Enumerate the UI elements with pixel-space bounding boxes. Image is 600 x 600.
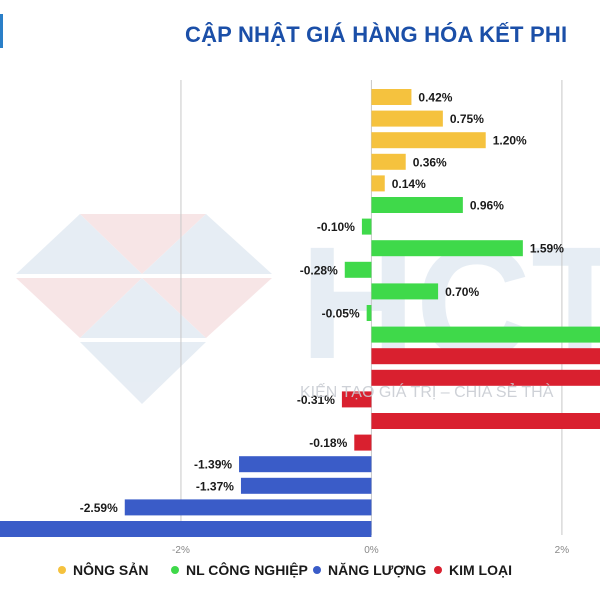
bar — [371, 89, 412, 105]
bar — [239, 456, 372, 473]
corner-accent — [0, 14, 3, 48]
bar — [371, 175, 385, 192]
bar-value-label: -0.18% — [309, 436, 347, 450]
chart-title: CẬP NHẬT GIÁ HÀNG HÓA KẾT PHI — [185, 22, 568, 47]
watermark-diamond-top-mid — [80, 214, 206, 274]
watermark-diamond-top-left — [16, 214, 142, 274]
bar-value-label: -2.59% — [80, 501, 118, 515]
bar — [371, 197, 463, 213]
bar — [371, 369, 600, 386]
bar-value-label: 1.20% — [493, 134, 527, 148]
bar — [361, 218, 372, 235]
bar — [371, 240, 523, 257]
legend-label: KIM LOẠI — [449, 562, 512, 578]
legend-item: NĂNG LƯỢNG — [313, 562, 426, 578]
legend-label: NÔNG SẢN — [73, 562, 149, 578]
bar-value-label: -1.39% — [194, 458, 232, 472]
bar — [341, 391, 372, 408]
bar — [371, 326, 600, 343]
legend-label: NL CÔNG NGHIỆP — [186, 562, 308, 578]
watermark-diamond-bottom — [80, 342, 206, 404]
bar — [354, 434, 372, 451]
x-tick-label: 0% — [364, 545, 379, 556]
legend-swatch — [58, 566, 66, 574]
watermark-slogan: KIẾN TẠO GIÁ TRỊ – CHIA SẺ THÀ — [300, 382, 554, 401]
bars-group — [0, 89, 600, 537]
bar — [371, 283, 439, 300]
legend-label: NĂNG LƯỢNG — [328, 562, 427, 578]
watermark-letters: HCT — [300, 213, 600, 392]
watermark-diamond-mid-center — [80, 278, 206, 338]
bar-value-label: 0.70% — [445, 285, 479, 299]
bar — [371, 348, 600, 365]
x-axis-ticks: -2% 0% 2% — [172, 545, 569, 556]
bar — [371, 132, 486, 149]
bar-value-label: 0.36% — [413, 155, 447, 169]
bar — [124, 499, 372, 516]
bar-value-label: -0.05% — [322, 307, 360, 321]
x-tick-label: -2% — [172, 545, 190, 556]
legend-swatch — [171, 566, 179, 574]
bar — [371, 153, 406, 170]
bar-value-label: 0.96% — [470, 199, 504, 213]
legend-item: KIM LOẠI — [434, 562, 512, 578]
bar — [371, 110, 443, 127]
bar-labels-group: 0.42% 0.75% 1.20% 0.36% 0.14% 0.96% -0.10% 1.59… — [80, 91, 564, 515]
legend-item: NL CÔNG NGHIỆP — [171, 562, 308, 578]
watermark-diamond-top-right — [142, 214, 272, 274]
legend-swatch — [313, 566, 321, 574]
bar — [0, 521, 372, 537]
bar-value-label: -0.28% — [300, 263, 338, 277]
bar — [371, 413, 600, 429]
bar-value-label: 1.59% — [530, 242, 564, 256]
bar-value-label: -1.37% — [196, 479, 234, 493]
bar-value-label: -0.31% — [297, 393, 335, 407]
bar — [240, 477, 372, 494]
x-tick-label: 2% — [555, 545, 570, 556]
bar — [344, 261, 372, 278]
legend-item: NÔNG SẢN — [58, 562, 148, 578]
bar-value-label: -0.10% — [317, 220, 355, 234]
bar-value-label: 0.75% — [450, 112, 484, 126]
bar — [366, 305, 372, 321]
bar-value-label: 0.14% — [392, 177, 426, 191]
legend: NÔNG SẢN NL CÔNG NGHIỆP NĂNG LƯỢNG KIM LOẠI — [0, 562, 600, 586]
legend-swatch — [434, 566, 442, 574]
bar-value-label: 0.42% — [418, 91, 452, 105]
watermark-diamond-mid-left — [16, 278, 142, 338]
watermark-diamond-mid-right — [142, 278, 272, 338]
